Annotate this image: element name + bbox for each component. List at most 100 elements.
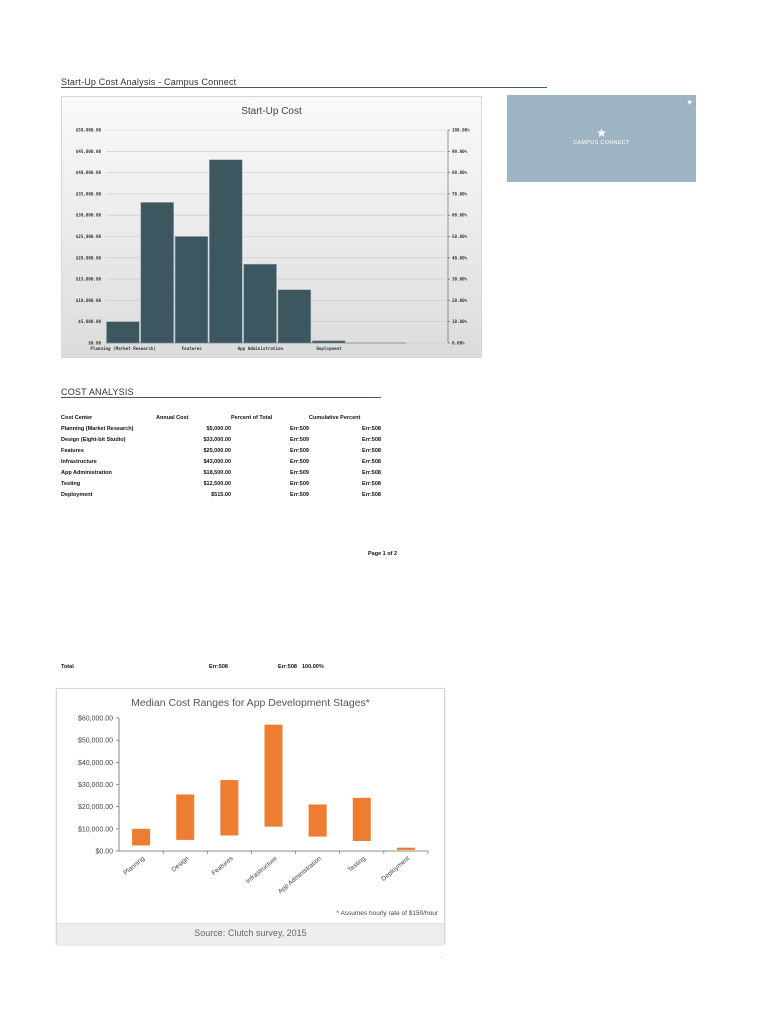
y-tick-label: $50,000.00 — [76, 128, 102, 133]
col-cumulative: Cumulative Percent — [309, 414, 361, 421]
y2-tick-label: 90.00% — [452, 149, 468, 154]
banner-brand-name: CAMPUS CONNECT — [573, 140, 630, 146]
col-cost-center: Cost Center — [61, 414, 93, 421]
total-label: Total — [61, 664, 74, 670]
y2-tick-label: 0.00% — [452, 341, 465, 346]
cell-annual: $515.00 — [211, 491, 231, 498]
y-tick-label: $0.00 — [95, 849, 113, 856]
x-tick-label: Planning (Market Research) — [90, 346, 156, 351]
bar — [174, 236, 209, 344]
y2-tick-label: 10.00% — [452, 319, 468, 324]
chart2-title: Median Cost Ranges for App Development S… — [131, 697, 370, 709]
cell-cum: Err:508 — [362, 458, 381, 465]
range-bar — [264, 724, 283, 827]
cell-pct: Err:509 — [290, 491, 309, 498]
table-row: Infrastructure $43,000.00 Err:509 Err:508 — [61, 456, 381, 467]
x-tick-label: Features — [182, 346, 203, 351]
campus-connect-banner: ♥ ★ CAMPUS CONNECT — [507, 95, 696, 182]
table-row: App Administration $18,500.00 Err:509 Err:5… — [61, 467, 381, 478]
cell-center: Planning (Market Research) — [61, 425, 134, 432]
y-tick-label: $10,000.00 — [78, 826, 113, 833]
cell-annual: $12,500.00 — [203, 480, 231, 487]
cell-annual: $43,000.00 — [203, 458, 231, 465]
cell-pct: Err:509 — [290, 469, 309, 476]
y2-tick-label: 50.00% — [452, 234, 468, 239]
title-underline — [61, 87, 547, 88]
y-tick-label: $30,000.00 — [78, 782, 113, 789]
total-pct: Err:508 — [278, 664, 297, 670]
chart2-footnote: * Assumes hourly rate of $150/hour — [336, 910, 438, 917]
cell-center: Design (Eight-bit Studio) — [61, 436, 126, 443]
x-tick-label: Features — [210, 855, 235, 877]
table-row: Testing $12,500.00 Err:509 Err:508 — [61, 478, 381, 489]
y2-tick-label: 70.00% — [452, 191, 468, 196]
cell-center: Testing — [61, 480, 81, 487]
range-bar — [308, 804, 327, 837]
cell-annual: $18,500.00 — [203, 469, 231, 476]
table-row: Features $25,000.00 Err:509 Err:508 — [61, 445, 381, 456]
cell-pct: Err:509 — [290, 447, 309, 454]
bar — [243, 263, 277, 344]
x-tick-label: App Administration — [277, 855, 323, 895]
y2-tick-label: 20.00% — [452, 298, 468, 303]
cell-annual: $25,000.00 — [203, 447, 231, 454]
cell-annual: $33,000.00 — [203, 436, 231, 443]
col-annual-cost: Annual Cost — [156, 414, 189, 421]
bar — [209, 159, 243, 344]
startup-cost-chart: $0.00 $5,000.00 $10,000.00 $15,000.00 $20,00… — [61, 96, 482, 358]
document-title: Start-Up Cost Analysis - Campus Connect — [61, 77, 237, 87]
stray-dot: . — [441, 954, 443, 960]
y2-tick-label: 30.00% — [452, 277, 468, 282]
y-tick-label: $40,000.00 — [76, 170, 102, 175]
range-bar — [396, 847, 415, 850]
y2-tick-label: 60.00% — [452, 213, 468, 218]
cell-pct: Err:509 — [290, 436, 309, 443]
median-cost-plot: $0.00 $10,000.00 $20,000.00 $30,000.00 $40,0… — [78, 716, 429, 895]
x-tick-label: Deployment — [316, 346, 342, 351]
cell-pct: Err:509 — [290, 480, 309, 487]
y-tick-label: $5,000.00 — [78, 319, 101, 324]
section-title: COST ANALYSIS — [61, 387, 134, 397]
bar — [106, 321, 140, 344]
x-tick-label: Testing — [347, 855, 368, 874]
x-tick-label: Deployment — [380, 855, 411, 883]
y-tick-label: $50,000.00 — [78, 738, 113, 745]
cell-pct: Err:509 — [290, 458, 309, 465]
cell-cum: Err:508 — [362, 425, 381, 432]
cell-center: Infrastructure — [61, 458, 97, 465]
range-bar — [352, 797, 371, 842]
cell-cum: Err:508 — [362, 480, 381, 487]
y-tick-label: $35,000.00 — [76, 191, 102, 196]
x-tick-label: Infrastructure — [245, 855, 279, 885]
cost-table: Cost Center Annual Cost Percent of Total… — [61, 412, 381, 500]
cell-cum: Err:508 — [362, 469, 381, 476]
y-tick-label: $60,000.00 — [78, 716, 113, 723]
y-tick-label: $20,000.00 — [78, 804, 113, 811]
y2-tick-label: 80.00% — [452, 170, 468, 175]
total-cum: 100.00% — [302, 664, 324, 670]
range-bar — [220, 780, 239, 836]
y2-tick-label: 40.00% — [452, 255, 468, 260]
cell-pct: Err:509 — [290, 425, 309, 432]
source-bar: Source: Clutch survey, 2015 — [57, 923, 444, 944]
y-tick-label: $20,000.00 — [76, 255, 102, 260]
heart-icon: ♥ — [687, 98, 692, 107]
x-tick-label: Design — [170, 855, 190, 874]
range-bar — [132, 828, 151, 846]
x-tick-label: App Administration — [238, 346, 284, 351]
table-row: Design (Eight-bit Studio) $33,000.00 Err:5… — [61, 434, 381, 445]
y-tick-label: $0.00 — [88, 341, 101, 346]
bar — [140, 202, 174, 344]
table-row: Deployment $515.00 Err:509 Err:508 — [61, 489, 381, 500]
y-tick-label: $25,000.00 — [76, 234, 102, 239]
y-tick-label: $40,000.00 — [78, 760, 113, 767]
col-percent-total: Percent of Total — [231, 414, 273, 421]
cell-center: Features — [61, 447, 84, 454]
y2-tick-label: 100.00% — [452, 128, 470, 133]
y-tick-label: $15,000.00 — [76, 277, 102, 282]
section-underline — [61, 397, 381, 398]
cell-cum: Err:508 — [362, 491, 381, 498]
star-icon: ★ — [596, 126, 607, 140]
chart-title: Start-Up Cost — [241, 106, 302, 117]
bar — [312, 340, 346, 344]
